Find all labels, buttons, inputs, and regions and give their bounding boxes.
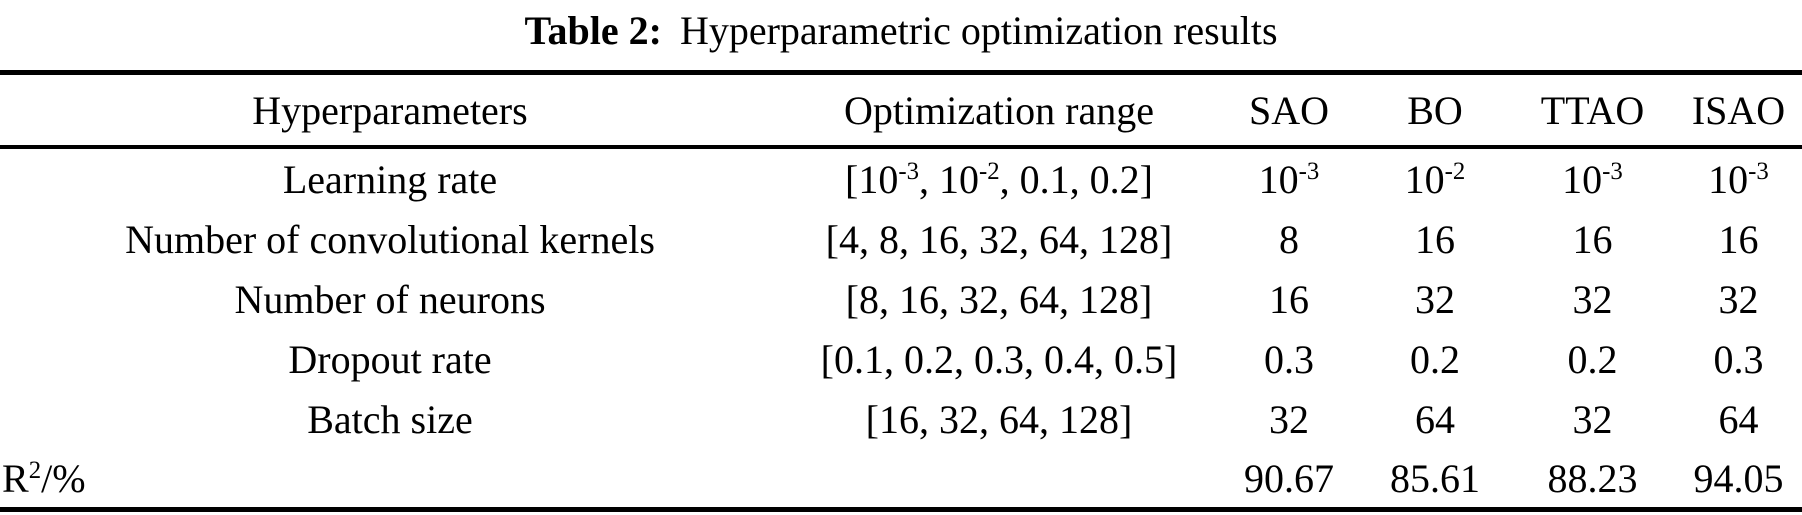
table-cell: Number of convolutional kernels [125, 216, 655, 262]
table-cell: 0.3 [1713, 336, 1764, 382]
table-cell: 8 [1279, 216, 1299, 262]
table-row: Learning rate [10-3, 10-2, 0.1, 0.2] 10-3 1… [0, 147, 1802, 209]
table-cell: 85.61 [1390, 455, 1480, 501]
table-row: R2/% 90.67 85.61 88.23 94.05 [0, 449, 1802, 510]
table-cell: [4, 8, 16, 32, 64, 128] [825, 216, 1173, 262]
table-cell: Number of neurons [234, 276, 546, 322]
table-body: Learning rate [10-3, 10-2, 0.1, 0.2] 10-3 1… [0, 147, 1802, 510]
table-row: Batch size [16, 32, 64, 128] 32 64 32 64 [0, 389, 1802, 449]
table-cell: 32 [1718, 276, 1759, 322]
column-header-3: BO [1360, 72, 1510, 149]
table-cell: 90.67 [1244, 455, 1334, 501]
table-cell: 16 [1572, 216, 1613, 262]
table-cell: [8, 16, 32, 64, 128] [845, 276, 1153, 322]
table-cell: 10-2 [1404, 156, 1466, 202]
table-cell: 94.05 [1693, 455, 1784, 501]
table-cell: 0.3 [1264, 336, 1314, 382]
table-cell: R2/% [2, 455, 86, 501]
table-cell: Learning rate [282, 156, 498, 202]
table-cell: 10-3 [1258, 156, 1320, 202]
table-cell: 10-3 [1562, 156, 1623, 202]
table-row: Number of convolutional kernels [4, 8, 16… [0, 209, 1802, 269]
hyperparameter-results-table: Hyperparameters Optimization range SAO BO TT… [0, 70, 1802, 512]
table-cell: 0.2 [1410, 336, 1460, 382]
table-cell: 32 [1572, 396, 1613, 442]
column-header-2: SAO [1218, 72, 1360, 149]
table-caption: Table 2: Hyperparametric optimization res… [0, 0, 1802, 70]
table-cell: [16, 32, 64, 128] [865, 396, 1133, 442]
table-cell: [0.1, 0.2, 0.3, 0.4, 0.5] [820, 336, 1178, 382]
table-caption-label: Table 2: [524, 8, 662, 53]
table-cell: [10-3, 10-2, 0.1, 0.2] [845, 156, 1153, 202]
table-cell: 16 [1415, 216, 1455, 262]
table-row: Number of neurons [8, 16, 32, 64, 128] 16 3… [0, 269, 1802, 329]
table-cell [780, 449, 1218, 510]
table-cell: 0.2 [1567, 336, 1618, 382]
table-row: Dropout rate [0.1, 0.2, 0.3, 0.4, 0.5] 0.3… [0, 329, 1802, 389]
table-cell: 10-3 [1708, 156, 1769, 202]
table-cell: 32 [1269, 396, 1309, 442]
table-cell: 16 [1269, 276, 1309, 322]
column-header-4: TTAO [1510, 72, 1675, 149]
table-cell: 32 [1415, 276, 1455, 322]
table-cell: 32 [1572, 276, 1613, 322]
table-cell: 64 [1415, 396, 1455, 442]
table-cell: Batch size [307, 396, 473, 442]
column-header-0: Hyperparameters [0, 72, 780, 149]
table-cell: 64 [1718, 396, 1759, 442]
column-header-1: Optimization range [780, 72, 1218, 149]
header-row: Hyperparameters Optimization range SAO BO TT… [0, 72, 1802, 149]
table-caption-text: Hyperparametric optimization results [679, 8, 1278, 53]
table-cell: 16 [1718, 216, 1759, 262]
column-header-5: ISAO [1675, 72, 1802, 149]
table-cell: 88.23 [1547, 455, 1638, 501]
table-cell: Dropout rate [288, 336, 492, 382]
